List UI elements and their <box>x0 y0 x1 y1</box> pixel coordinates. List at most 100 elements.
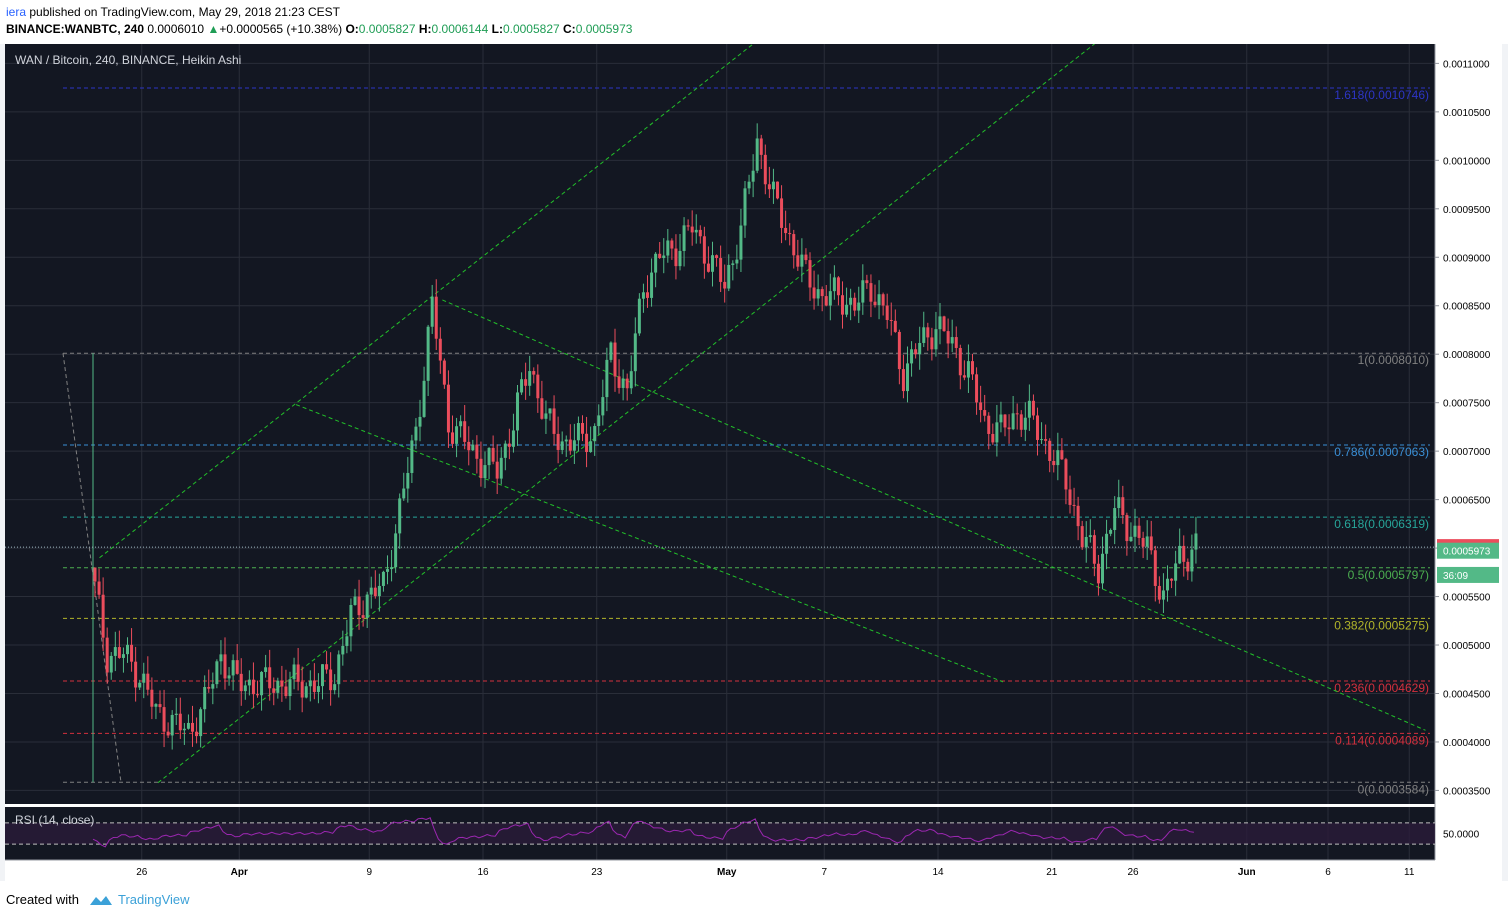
candle-body <box>540 398 544 419</box>
candle-body <box>816 289 820 299</box>
candle-body <box>601 397 605 416</box>
y-tick-label: 0.0004500 <box>1443 689 1491 700</box>
candle-body <box>284 686 288 697</box>
price-chart[interactable]: 1.618(0.0010746) 1(0.0008010) 0.786(0.0007… <box>5 44 1502 881</box>
last-price: 0.0006010 <box>147 22 205 36</box>
candle-body <box>853 297 857 311</box>
candle-body <box>670 240 674 249</box>
candle-body <box>438 338 442 361</box>
candle-body <box>1015 413 1019 415</box>
candle-body <box>308 680 312 687</box>
candle-body <box>885 305 889 320</box>
price-tag <box>1437 566 1499 583</box>
candle-body <box>166 731 170 736</box>
candle-body <box>1080 526 1084 548</box>
candle-body <box>1137 525 1141 538</box>
candle-body <box>154 704 158 707</box>
candle-body <box>962 375 966 378</box>
candle-body <box>987 415 991 434</box>
candle-body <box>479 458 483 479</box>
candle-body <box>1076 505 1080 527</box>
price-change: +0.0000565 (+10.38%) <box>219 22 343 36</box>
y-tick-label: 0.0003500 <box>1443 786 1491 797</box>
candle-body <box>1056 450 1060 466</box>
candle-body <box>812 287 816 299</box>
candle-body <box>759 138 763 155</box>
candle-body <box>1141 537 1145 547</box>
candle-body <box>121 654 125 658</box>
candle-body <box>641 292 645 299</box>
x-tick-label: May <box>717 867 737 878</box>
candle-body <box>690 226 694 233</box>
candle-body <box>564 439 568 442</box>
candle-body <box>739 225 743 260</box>
candle-body <box>369 587 373 595</box>
author-link[interactable]: iera <box>6 5 27 19</box>
candle-body <box>650 272 654 298</box>
candle-body <box>134 661 138 688</box>
candle-body <box>1096 563 1100 584</box>
candle-body <box>223 654 227 679</box>
y-tick-label: 0.0007000 <box>1443 447 1491 458</box>
candle-body <box>1178 545 1182 564</box>
candle-body <box>247 679 251 686</box>
rsi-label: RSI (14, close) <box>15 813 94 827</box>
candle-body <box>377 585 381 597</box>
candle-body <box>260 671 264 696</box>
candle-body <box>556 433 560 450</box>
candle-body <box>402 488 406 499</box>
candle-body <box>747 181 751 189</box>
y-tick-label: 0.0007500 <box>1443 399 1491 410</box>
candle-body <box>264 667 268 672</box>
candle-body <box>1145 536 1149 547</box>
candle-body <box>215 661 219 685</box>
candle-body <box>950 337 954 344</box>
rsi-value-label: 50.0000 <box>1443 830 1480 841</box>
candle-body <box>971 361 974 375</box>
candle-body <box>329 669 333 691</box>
x-tick-label: 26 <box>1127 867 1139 878</box>
candle-body <box>495 461 499 479</box>
candle-body <box>162 707 166 732</box>
candle-body <box>203 687 207 710</box>
candle-body <box>637 298 641 334</box>
candle-body <box>930 337 934 350</box>
candle-body <box>1084 537 1088 548</box>
close-label: C: <box>563 22 576 36</box>
candle-body <box>296 664 300 682</box>
x-tick-label: 21 <box>1046 867 1058 878</box>
candle-body <box>280 680 284 687</box>
candle-body <box>276 680 280 693</box>
candle-body <box>390 567 394 570</box>
x-tick-label: 7 <box>821 867 827 878</box>
candle-body <box>418 416 422 427</box>
candle-body <box>288 679 292 697</box>
chart-area[interactable]: 1.618(0.0010746) 1(0.0008010) 0.786(0.0007… <box>5 44 1502 881</box>
candle-body <box>195 731 199 737</box>
candle-body <box>503 443 507 458</box>
candle-body <box>471 444 475 451</box>
candle-body <box>349 604 353 637</box>
candle-body <box>142 673 146 683</box>
candle-body <box>751 170 755 182</box>
candle-body <box>702 236 706 264</box>
candle-body <box>422 380 426 417</box>
candle-body <box>1182 545 1186 562</box>
candle-body <box>138 682 142 688</box>
candle-body <box>487 447 491 466</box>
main-pane[interactable] <box>5 44 1435 804</box>
candle-body <box>170 714 174 736</box>
x-tick-label: 11 <box>1404 867 1415 878</box>
tradingview-brand[interactable]: TradingView <box>118 892 190 907</box>
y-tick-label: 0.0009000 <box>1443 253 1491 264</box>
candle-body <box>511 430 515 447</box>
fib-label: 0.114(0.0004089) <box>1335 733 1429 747</box>
candle-body <box>1092 535 1096 564</box>
candle-body <box>597 415 601 427</box>
candle-body <box>666 240 670 256</box>
candle-body <box>207 687 211 689</box>
x-tick-label: 26 <box>136 867 148 878</box>
fib-label: 0.786(0.0007063) <box>1334 445 1429 459</box>
candle-body <box>849 297 853 305</box>
candle-body <box>1157 585 1161 600</box>
